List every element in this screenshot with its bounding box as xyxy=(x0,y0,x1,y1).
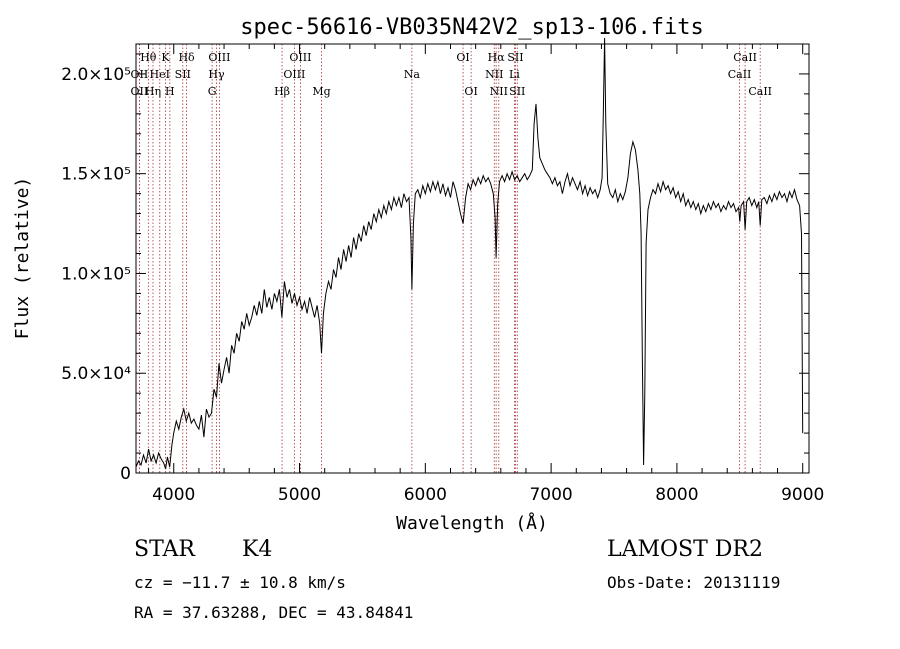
redshift-velocity: cz = −11.7 ± 10.8 km/s xyxy=(134,573,346,592)
line-label-2: Hη xyxy=(145,85,161,98)
line-label-9: OIII xyxy=(208,51,230,64)
y-tick-label-1: 5.0×10⁴ xyxy=(61,364,131,384)
y-axis-ticks: 0 5.0×10⁴ 1.0×10⁵ 1.5×10⁵ 2.0×10⁵ xyxy=(61,53,809,484)
line-label-19: Hα xyxy=(488,51,506,64)
coordinates: RA = 37.63288, DEC = 43.84841 xyxy=(134,603,414,622)
survey-name: LAMOST DR2 xyxy=(607,537,763,562)
line-label-22: SII xyxy=(507,51,523,64)
x-axis-label: Wavelength (Å) xyxy=(396,512,548,534)
line-label-21: NII xyxy=(490,85,508,98)
line-label-5: H xyxy=(165,85,175,98)
y-axis-label: Flux (relative) xyxy=(12,177,33,340)
line-label-18: OI xyxy=(464,85,477,98)
line-label-14: OIII xyxy=(283,68,305,81)
x-axis-ticks: 4000 5000 6000 7000 8000 9000 xyxy=(148,44,824,505)
line-label-7: SII xyxy=(175,68,191,81)
line-label-4: K xyxy=(161,51,170,64)
line-label-17: OI xyxy=(456,51,469,64)
line-label-6: HeI xyxy=(150,68,170,81)
line-label-15: Mg xyxy=(312,85,330,98)
line-label-27: CaII xyxy=(748,85,772,98)
line-label-24: SII xyxy=(509,85,525,98)
x-tick-label-5: 9000 xyxy=(781,485,824,505)
line-label-20: NII xyxy=(485,68,503,81)
x-tick-label-3: 7000 xyxy=(529,485,572,505)
chart-title: spec-56616-VB035N42V2_sp13-106.fits xyxy=(240,15,704,40)
line-label-16: Na xyxy=(404,68,421,81)
line-label-1: OII xyxy=(131,68,149,81)
object-class: STAR xyxy=(134,537,195,562)
y-tick-label-2: 1.0×10⁵ xyxy=(61,264,131,284)
line-label-8: Hδ xyxy=(178,51,195,64)
line-label-26: CaII xyxy=(728,68,752,81)
x-tick-label-0: 4000 xyxy=(152,485,195,505)
observation-date: Obs-Date: 20131119 xyxy=(607,573,781,592)
spectral-line-markers xyxy=(138,44,761,473)
line-label-11: G xyxy=(208,85,217,98)
line-label-23: Li xyxy=(509,68,520,81)
y-tick-label-0: 0 xyxy=(120,464,131,484)
y-tick-label-3: 1.5×10⁵ xyxy=(61,165,131,185)
plot-frame xyxy=(135,43,810,474)
line-label-3: OII xyxy=(131,85,149,98)
object-subclass: K4 xyxy=(242,537,273,562)
line-label-0: Hθ xyxy=(140,51,157,64)
x-tick-label-1: 5000 xyxy=(278,485,321,505)
line-label-10: Hγ xyxy=(208,68,225,81)
line-label-12: Hβ xyxy=(274,85,290,98)
y-tick-label-4: 2.0×10⁵ xyxy=(61,65,131,85)
x-tick-label-4: 8000 xyxy=(655,485,698,505)
x-tick-label-2: 6000 xyxy=(404,485,447,505)
line-label-25: CaII xyxy=(733,51,757,64)
spectrum-series-line xyxy=(135,37,804,470)
line-label-13: OIII xyxy=(289,51,311,64)
